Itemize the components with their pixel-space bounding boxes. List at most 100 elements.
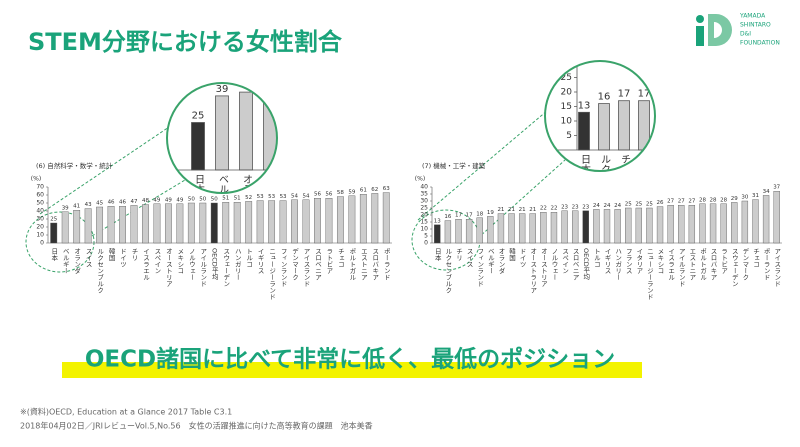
bar — [540, 211, 547, 244]
x-tick-label: トルコ — [245, 248, 253, 268]
y-tick-label: 0 — [424, 240, 428, 247]
bar — [688, 204, 696, 244]
bar — [314, 197, 321, 244]
bar — [741, 200, 749, 244]
zoom-line — [417, 109, 549, 221]
value-label: 17 — [466, 213, 473, 219]
bar — [164, 203, 172, 244]
x-tick-label: スウェーデン — [222, 248, 230, 287]
footnote: 2018年04月02日／JRIレビューVol.5,No.56 女性の活躍推進に向… — [20, 421, 373, 431]
x-tick-label: アイスランド — [302, 248, 310, 287]
x-tick-label: チリ — [130, 248, 138, 261]
value-label: 53 — [280, 194, 287, 200]
value-label: 50 — [199, 197, 206, 203]
bar — [382, 192, 390, 244]
logo-text: YAMADA — [739, 13, 766, 20]
zoom-line — [477, 159, 566, 239]
value-label: 37 — [773, 185, 780, 191]
chart-title: (6) 自然科学・数学・統計 — [36, 161, 113, 170]
y-tick-label: 50 — [36, 200, 44, 207]
value-label: 22 — [550, 206, 557, 212]
x-tick-label: メキシコ — [176, 248, 184, 274]
value-label: 24 — [604, 203, 611, 209]
bar — [625, 207, 632, 244]
value-label: 41 — [73, 204, 80, 210]
inset-tick-label: 15 — [561, 102, 572, 112]
value-label: 25 — [646, 202, 653, 208]
x-tick-label: スイス — [84, 248, 92, 268]
bar — [752, 199, 759, 244]
x-tick-label: フィンランド — [279, 248, 287, 287]
bar — [187, 202, 195, 244]
bar — [302, 199, 310, 244]
bar — [199, 202, 207, 244]
bar — [497, 213, 505, 244]
bar — [107, 205, 115, 244]
value-label: 56 — [314, 192, 321, 198]
x-tick-label: ルクセンブルク — [444, 248, 452, 294]
x-tick-label: オーストラリア — [529, 248, 537, 294]
bar — [222, 201, 230, 244]
highlighter — [62, 362, 642, 378]
value-label: 19 — [487, 210, 494, 216]
x-tick-label: ポーランド — [382, 248, 390, 281]
bar — [50, 222, 58, 244]
inset-bar — [618, 100, 630, 151]
inset-border — [544, 60, 656, 172]
value-label: 52 — [245, 195, 252, 201]
banner: OECD諸国に比べて非常に低く、最低のポジション — [85, 346, 615, 373]
x-tick-label: イギリス — [603, 248, 611, 274]
value-label: 59 — [348, 189, 355, 195]
bar — [667, 204, 674, 244]
value-label: 25 — [625, 202, 632, 208]
bar — [699, 203, 706, 244]
value-label: 25 — [635, 202, 642, 208]
value-label: 63 — [383, 186, 390, 192]
inset-tick-label: 10 — [561, 117, 573, 127]
x-tick-label: ポーランド — [762, 248, 770, 281]
inset-border — [166, 82, 278, 194]
bar — [720, 203, 727, 244]
x-tick-label: ルクセンブルク — [96, 248, 104, 294]
bar — [434, 224, 441, 244]
value-label: 22 — [540, 206, 547, 212]
value-label: 21 — [508, 207, 515, 213]
value-label: 29 — [731, 196, 738, 202]
value-label: 47 — [131, 199, 138, 205]
x-tick-label: ポルトガル — [348, 248, 356, 281]
x-tick-label: オーストリア — [539, 248, 547, 287]
x-tick-label: デンマーク — [741, 247, 749, 281]
value-label: 50 — [211, 197, 218, 203]
x-tick-label: イギリス — [256, 248, 264, 274]
x-tick-label: エストニア — [688, 248, 696, 281]
y-tick-label: 0 — [40, 240, 44, 247]
x-tick-label: ニュージーランド — [268, 248, 276, 300]
value-label: 54 — [303, 193, 310, 199]
x-tick-label: オランダ — [497, 248, 505, 274]
value-label: 18 — [476, 211, 483, 217]
value-label: 51 — [234, 196, 241, 202]
bar — [96, 206, 104, 244]
bar — [233, 201, 241, 244]
inset-tick-label: 20 — [561, 88, 573, 98]
bar — [593, 209, 600, 244]
inset-value-label: 13 — [578, 100, 591, 111]
x-tick-label: エストニア — [359, 248, 367, 281]
logo-d — [708, 14, 732, 46]
x-tick-label: スロバキア — [709, 248, 717, 281]
bar — [325, 197, 333, 244]
x-tick-label: ドイツ — [119, 248, 127, 268]
bar — [119, 205, 126, 244]
bar — [61, 211, 69, 244]
y-tick-label: 70 — [36, 184, 44, 191]
value-label: 54 — [291, 193, 298, 199]
value-label: 62 — [371, 187, 378, 193]
value-label: 43 — [85, 202, 92, 208]
slide-title: STEM分野における女性割合 — [28, 28, 343, 56]
zoom-ellipse — [25, 211, 95, 273]
x-tick-label: 韓国 — [107, 247, 115, 262]
inset-bar — [191, 122, 205, 171]
x-tick-label: チリ — [455, 248, 463, 261]
x-tick-label: ドイツ — [518, 248, 526, 268]
bar — [465, 218, 473, 244]
